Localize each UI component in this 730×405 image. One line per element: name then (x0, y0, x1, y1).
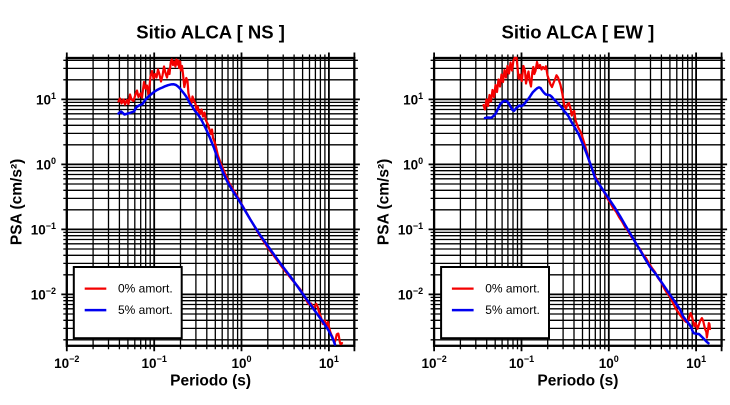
svg-text:PSA (cm/s²): PSA (cm/s²) (8, 159, 25, 245)
svg-text:5% amort.: 5% amort. (118, 303, 173, 317)
svg-text:Periodo (s): Periodo (s) (170, 373, 251, 390)
svg-text:101: 101 (319, 354, 339, 371)
svg-text:0% amort.: 0% amort. (485, 281, 540, 295)
svg-text:Periodo (s): Periodo (s) (537, 373, 618, 390)
svg-text:5% amort.: 5% amort. (485, 303, 540, 317)
svg-text:Sitio ALCA [ EW ]: Sitio ALCA [ EW ] (502, 22, 655, 43)
svg-text:PSA (cm/s²): PSA (cm/s²) (376, 159, 393, 245)
svg-text:100: 100 (599, 354, 619, 371)
svg-text:100: 100 (231, 354, 251, 371)
svg-text:0% amort.: 0% amort. (118, 281, 173, 295)
svg-text:Sitio ALCA [ NS ]: Sitio ALCA [ NS ] (136, 22, 285, 43)
